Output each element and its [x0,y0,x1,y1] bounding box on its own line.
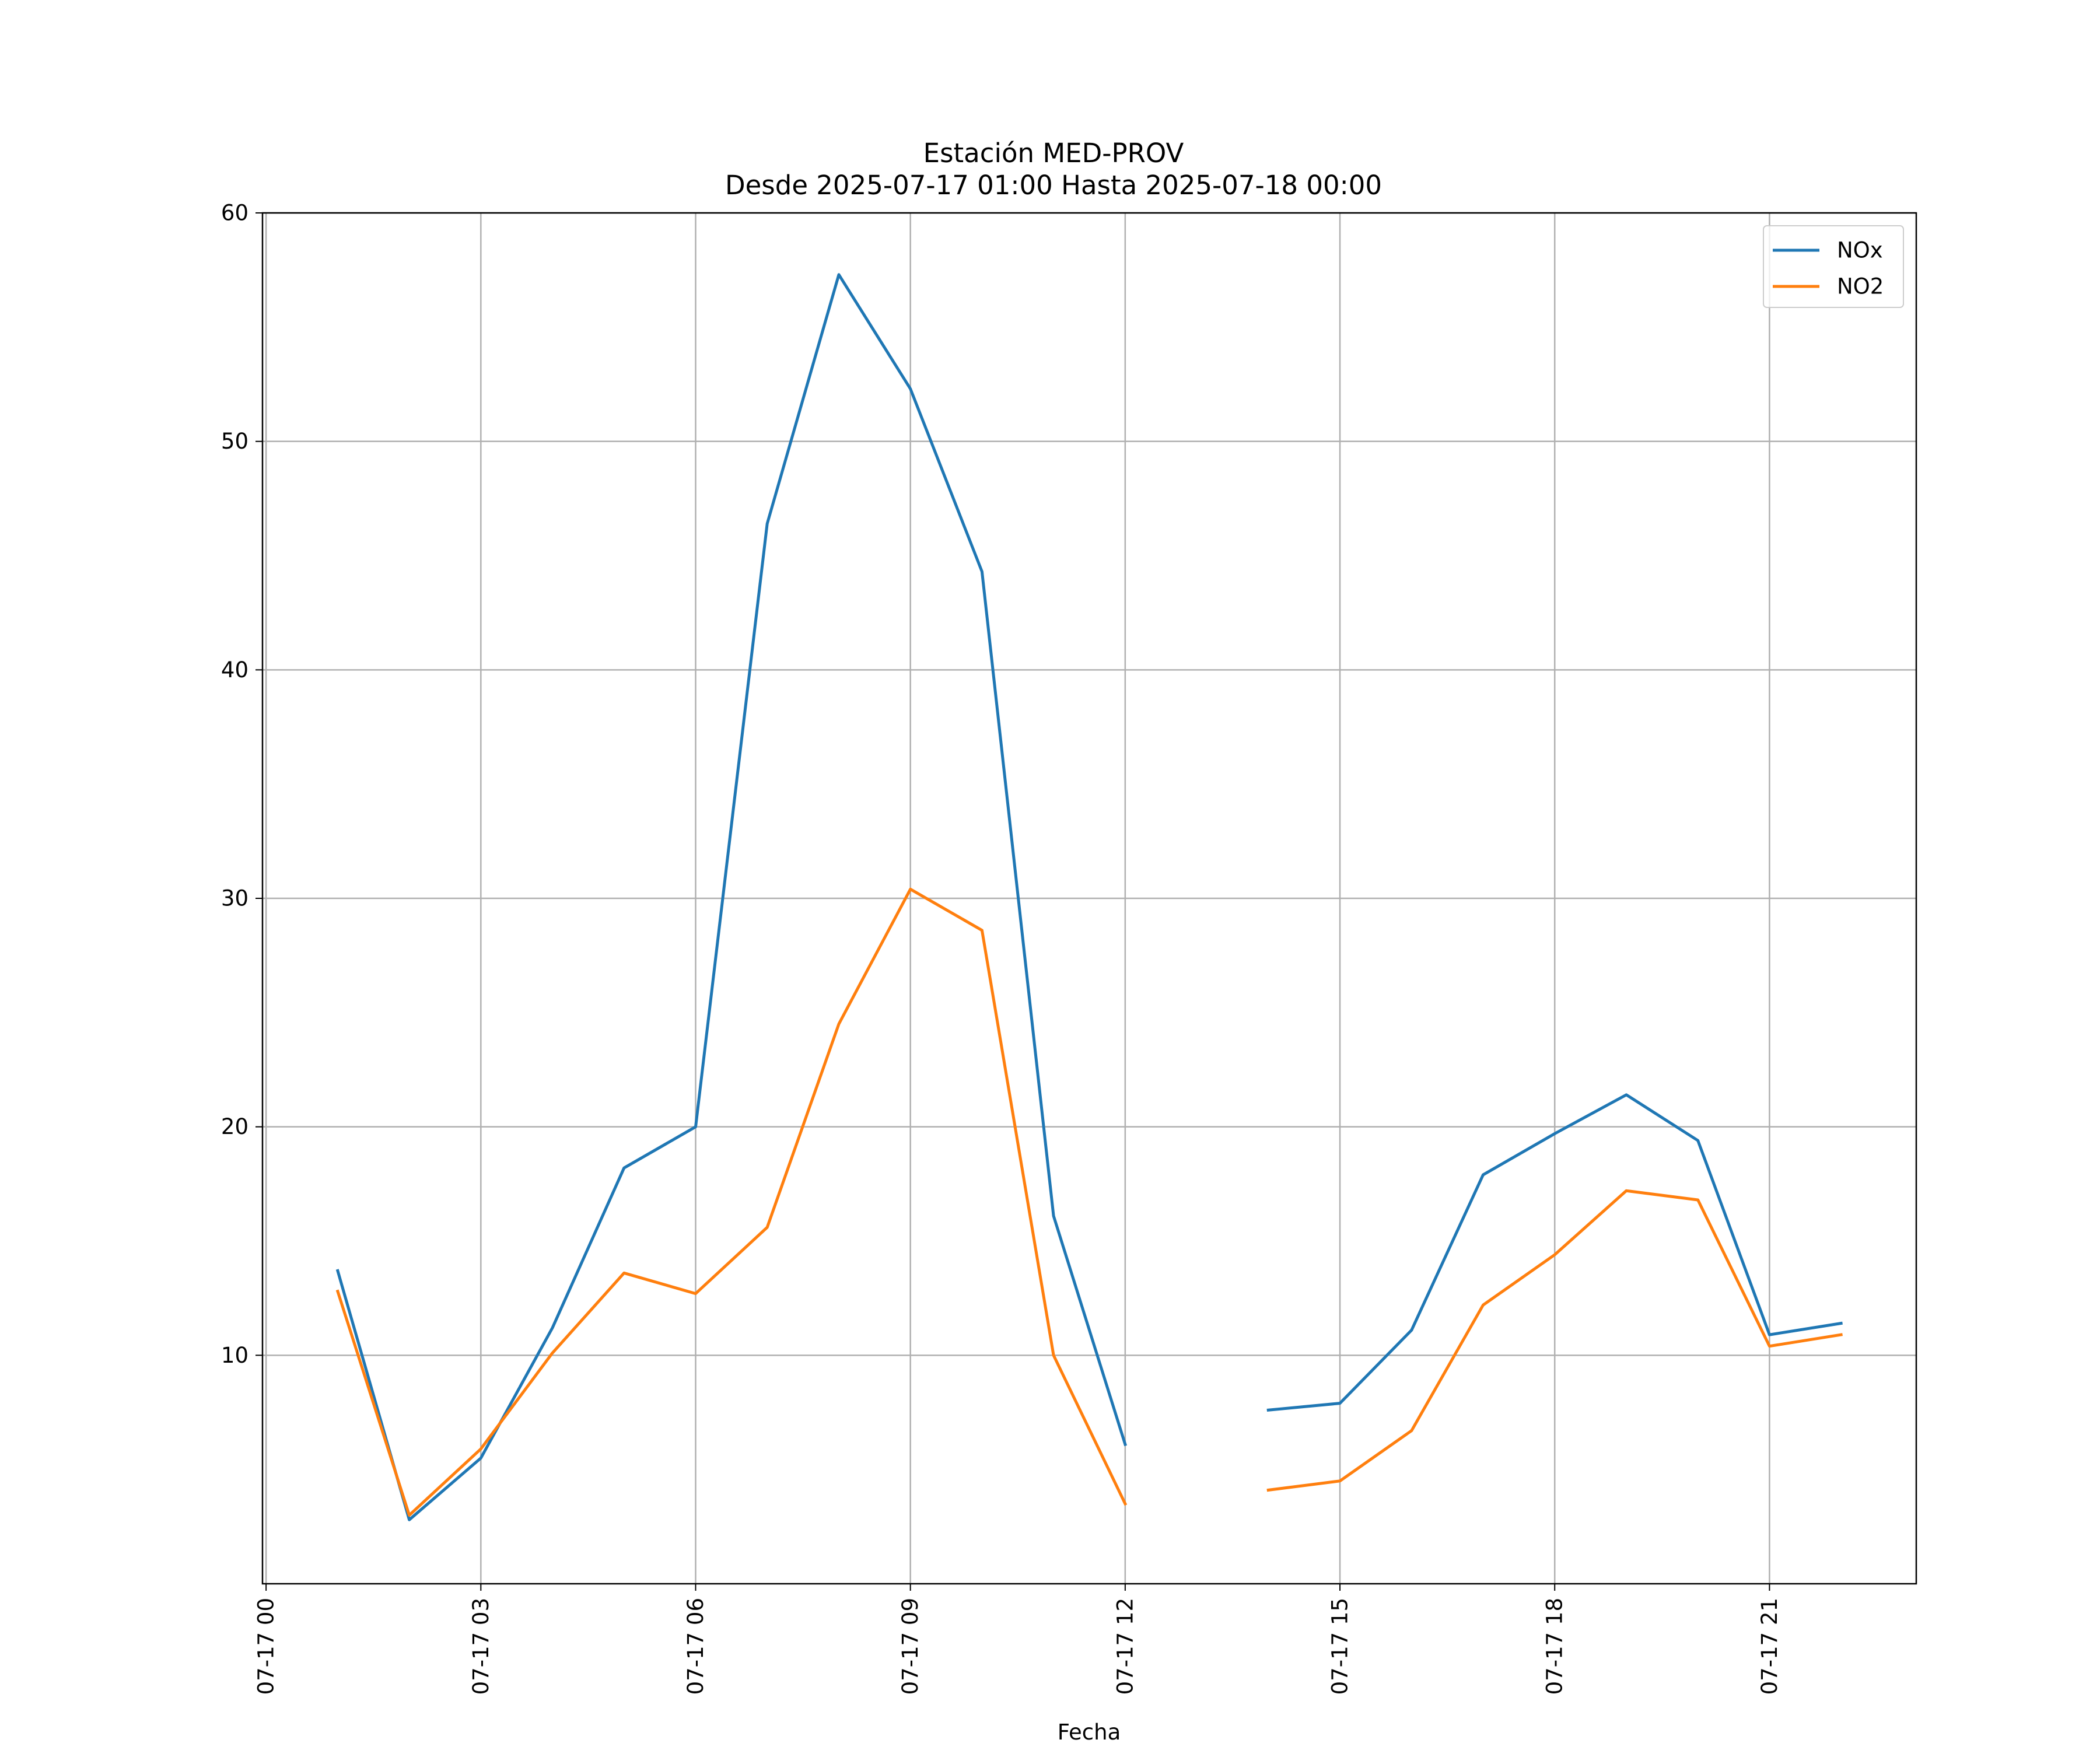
x-tick-label: 07-17 12 [1112,1598,1138,1695]
legend-label-no2: NO2 [1837,274,1884,299]
y-tick-label: 30 [221,886,249,911]
x-tick-label: 07-17 09 [898,1598,923,1695]
chart-title: Estación MED-PROV [923,138,1184,169]
y-tick-label: 40 [221,657,249,682]
x-tick-label: 07-17 06 [683,1598,708,1695]
x-tick-label: 07-17 03 [468,1598,494,1695]
plot-frame [261,212,1917,1585]
series-nox [335,273,1843,1521]
x-axis-label: Fecha [1058,1720,1121,1745]
ticks: 07-17 00 07-17 03 07-17 06 07-17 09 07-17 12… [221,201,1782,1695]
y-tick-label: 60 [221,201,249,226]
y-tick-label: 20 [221,1114,249,1139]
series-no2 [335,887,1843,1517]
x-tick-label: 07-17 18 [1542,1598,1567,1695]
x-tick-label: 07-17 15 [1328,1598,1353,1695]
series-layer [335,273,1843,1521]
legend-label-nox: NOx [1837,238,1883,263]
x-tick-label: 07-17 00 [254,1598,279,1695]
x-tick-label: 07-17 21 [1757,1598,1782,1695]
chart-subtitle: Desde 2025-07-17 01:00 Hasta 2025-07-18 … [725,170,1382,201]
legend: NOx NO2 [1763,225,1904,308]
series-line-nox [335,273,1843,1521]
y-tick-label: 50 [221,429,249,454]
series-line-no2 [335,887,1843,1517]
y-tick-label: 10 [221,1343,249,1368]
